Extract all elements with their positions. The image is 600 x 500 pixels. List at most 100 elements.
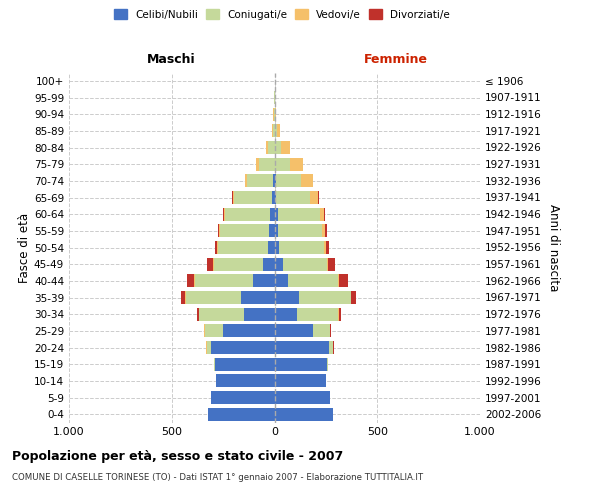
Bar (259, 158, 275, 170)
Bar (213, 258, 214, 270)
Bar (275, 291, 299, 304)
Text: Femmine: Femmine (364, 53, 428, 66)
Bar (268, 241, 275, 254)
Bar (217, 241, 218, 254)
Bar (215, 358, 275, 370)
Bar (208, 408, 275, 420)
Bar (326, 241, 329, 254)
Bar (206, 341, 211, 354)
Bar (275, 358, 327, 370)
Bar (327, 258, 328, 270)
Bar (330, 324, 331, 338)
Bar (275, 191, 276, 204)
Bar (273, 124, 275, 138)
Bar (338, 274, 339, 287)
Bar (324, 241, 326, 254)
Bar (275, 408, 333, 420)
Bar (275, 174, 301, 188)
Bar (223, 208, 224, 220)
Bar (211, 391, 275, 404)
Bar (275, 224, 278, 237)
Bar (276, 191, 310, 204)
Bar (325, 224, 328, 237)
Bar (214, 358, 215, 370)
Bar (350, 291, 351, 304)
Bar (297, 308, 338, 320)
Bar (244, 308, 275, 320)
Bar (216, 374, 275, 388)
Text: Maschi: Maschi (146, 53, 196, 66)
Legend: Celibi/Nubili, Coniugati/e, Vedovi/e, Divorziati/e: Celibi/Nubili, Coniugati/e, Vedovi/e, Di… (110, 5, 454, 24)
Bar (275, 124, 277, 138)
Bar (218, 241, 268, 254)
Bar (275, 308, 297, 320)
Bar (288, 274, 338, 287)
Bar (339, 274, 349, 287)
Bar (274, 174, 275, 188)
Bar (278, 224, 322, 237)
Bar (275, 324, 313, 338)
Bar (329, 341, 333, 354)
Bar (205, 324, 223, 338)
Bar (187, 274, 194, 287)
Bar (318, 191, 319, 204)
Bar (199, 308, 244, 320)
Bar (235, 191, 272, 204)
Bar (218, 224, 220, 237)
Bar (207, 258, 213, 270)
Bar (324, 208, 325, 220)
Bar (274, 108, 275, 120)
Bar (279, 241, 324, 254)
Bar (197, 308, 199, 320)
Bar (269, 224, 275, 237)
Y-axis label: Anni di nascita: Anni di nascita (547, 204, 560, 291)
Bar (281, 141, 290, 154)
Bar (232, 191, 233, 204)
Bar (186, 291, 241, 304)
Bar (275, 391, 330, 404)
Bar (247, 174, 274, 188)
Bar (211, 341, 275, 354)
Bar (271, 208, 275, 220)
Bar (301, 174, 313, 188)
Bar (253, 274, 275, 287)
Bar (194, 274, 196, 287)
Bar (313, 324, 330, 338)
Bar (283, 258, 327, 270)
Bar (181, 291, 185, 304)
Bar (351, 291, 356, 304)
Bar (215, 241, 217, 254)
Bar (266, 141, 268, 154)
Bar (268, 141, 275, 154)
Bar (290, 158, 303, 170)
Bar (275, 241, 279, 254)
Bar (245, 174, 247, 188)
Bar (275, 108, 276, 120)
Bar (275, 341, 329, 354)
Bar (224, 208, 225, 220)
Bar (278, 208, 320, 220)
Bar (328, 258, 335, 270)
Bar (220, 224, 269, 237)
Bar (225, 208, 271, 220)
Bar (275, 158, 290, 170)
Bar (275, 141, 281, 154)
Bar (277, 124, 280, 138)
Bar (310, 191, 318, 204)
Bar (275, 374, 326, 388)
Bar (275, 208, 278, 220)
Bar (241, 291, 275, 304)
Bar (233, 191, 235, 204)
Text: Popolazione per età, sesso e stato civile - 2007: Popolazione per età, sesso e stato civil… (12, 450, 343, 463)
Bar (299, 291, 350, 304)
Bar (333, 341, 334, 354)
Bar (185, 291, 186, 304)
Bar (214, 258, 263, 270)
Bar (327, 358, 328, 370)
Bar (223, 324, 275, 338)
Bar (256, 158, 259, 170)
Y-axis label: Fasce di età: Fasce di età (18, 212, 31, 282)
Bar (320, 208, 324, 220)
Bar (275, 258, 283, 270)
Bar (338, 308, 341, 320)
